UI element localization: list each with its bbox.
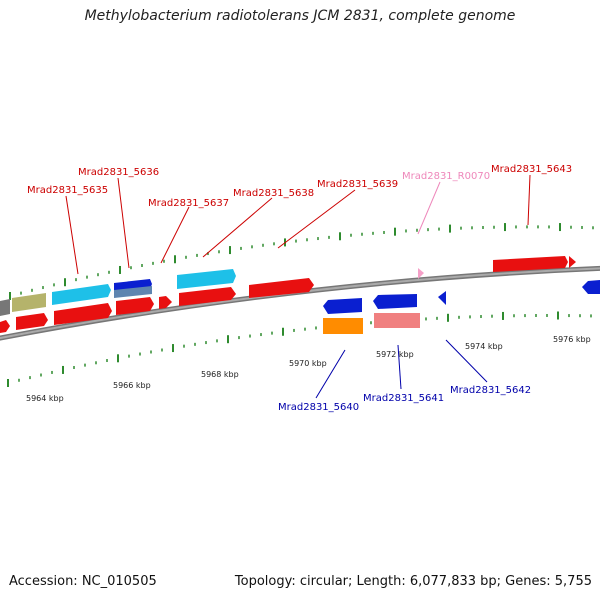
- genome-backbone: [0, 265, 600, 341]
- kbp-labels: 5964 kbp 5966 kbp 5968 kbp 5970 kbp 5972…: [26, 335, 591, 403]
- gene-orange[interactable]: [323, 318, 363, 334]
- gene-mrad2831-5637[interactable]: [159, 296, 172, 309]
- gene-label-r0070[interactable]: Mrad2831_R0070: [402, 171, 490, 182]
- kbp-label: 5966 kbp: [113, 381, 151, 390]
- gene-red-3[interactable]: [54, 303, 112, 325]
- forward-red-row: [0, 278, 314, 333]
- genome-summary: Topology: circular; Length: 6,077,833 bp…: [234, 574, 592, 589]
- kbp-label: 5972 kbp: [376, 350, 414, 359]
- gene-mrad2831-5642[interactable]: [438, 291, 446, 305]
- gene-label-5641[interactable]: Mrad2831_5641: [363, 393, 444, 404]
- gene-label-5640[interactable]: Mrad2831_5640: [278, 402, 359, 413]
- gene-grey-fwd[interactable]: [0, 299, 10, 316]
- gene-mrad2831-5643[interactable]: [493, 256, 568, 272]
- gene-right-blue[interactable]: [582, 280, 600, 294]
- gene-label-5636[interactable]: Mrad2831_5636: [78, 167, 159, 178]
- leader-lines: [65, 174, 531, 399]
- gene-red-5[interactable]: [179, 287, 236, 306]
- gene-pink-marker[interactable]: [418, 268, 424, 279]
- forward-genes: [0, 256, 576, 316]
- kbp-label: 5976 kbp: [553, 335, 591, 344]
- gene-mrad2831-5638[interactable]: [177, 269, 236, 289]
- gene-olive[interactable]: [12, 293, 46, 312]
- gene-label-5635[interactable]: Mrad2831_5635: [27, 185, 108, 196]
- reverse-genes: [323, 280, 600, 334]
- kbp-label: 5970 kbp: [289, 359, 327, 368]
- gene-red-4[interactable]: [116, 297, 154, 315]
- outer-tick-ring: [9, 223, 594, 300]
- gene-red-2[interactable]: [16, 313, 48, 330]
- gene-label-5637[interactable]: Mrad2831_5637: [148, 198, 229, 209]
- gene-mrad2831-5640[interactable]: [323, 298, 362, 314]
- gene-mrad2831-5635[interactable]: [52, 284, 111, 305]
- kbp-label: 5974 kbp: [465, 342, 503, 351]
- gene-red-1[interactable]: [0, 320, 10, 333]
- gene-label-5643[interactable]: Mrad2831_5643: [491, 164, 572, 175]
- accession-text: Accession: NC_010505: [9, 574, 157, 589]
- kbp-label: 5968 kbp: [201, 370, 239, 379]
- gene-label-5642[interactable]: Mrad2831_5642: [450, 385, 531, 396]
- gene-mrad2831-5636-bottom[interactable]: [114, 286, 152, 298]
- gene-label-5639[interactable]: Mrad2831_5639: [317, 179, 398, 190]
- gene-salmon[interactable]: [374, 313, 420, 328]
- gene-mrad2831-5639[interactable]: [249, 278, 314, 298]
- gene-mrad2831-5641[interactable]: [373, 294, 417, 309]
- map-title: Methylobacterium radiotolerans JCM 2831,…: [84, 8, 516, 24]
- gene-label-5638[interactable]: Mrad2831_5638: [233, 188, 314, 199]
- gene-right-arrow[interactable]: [569, 256, 576, 268]
- kbp-label: 5964 kbp: [26, 394, 64, 403]
- gene-label-group: Mrad2831_5635 Mrad2831_5636 Mrad2831_563…: [27, 164, 572, 413]
